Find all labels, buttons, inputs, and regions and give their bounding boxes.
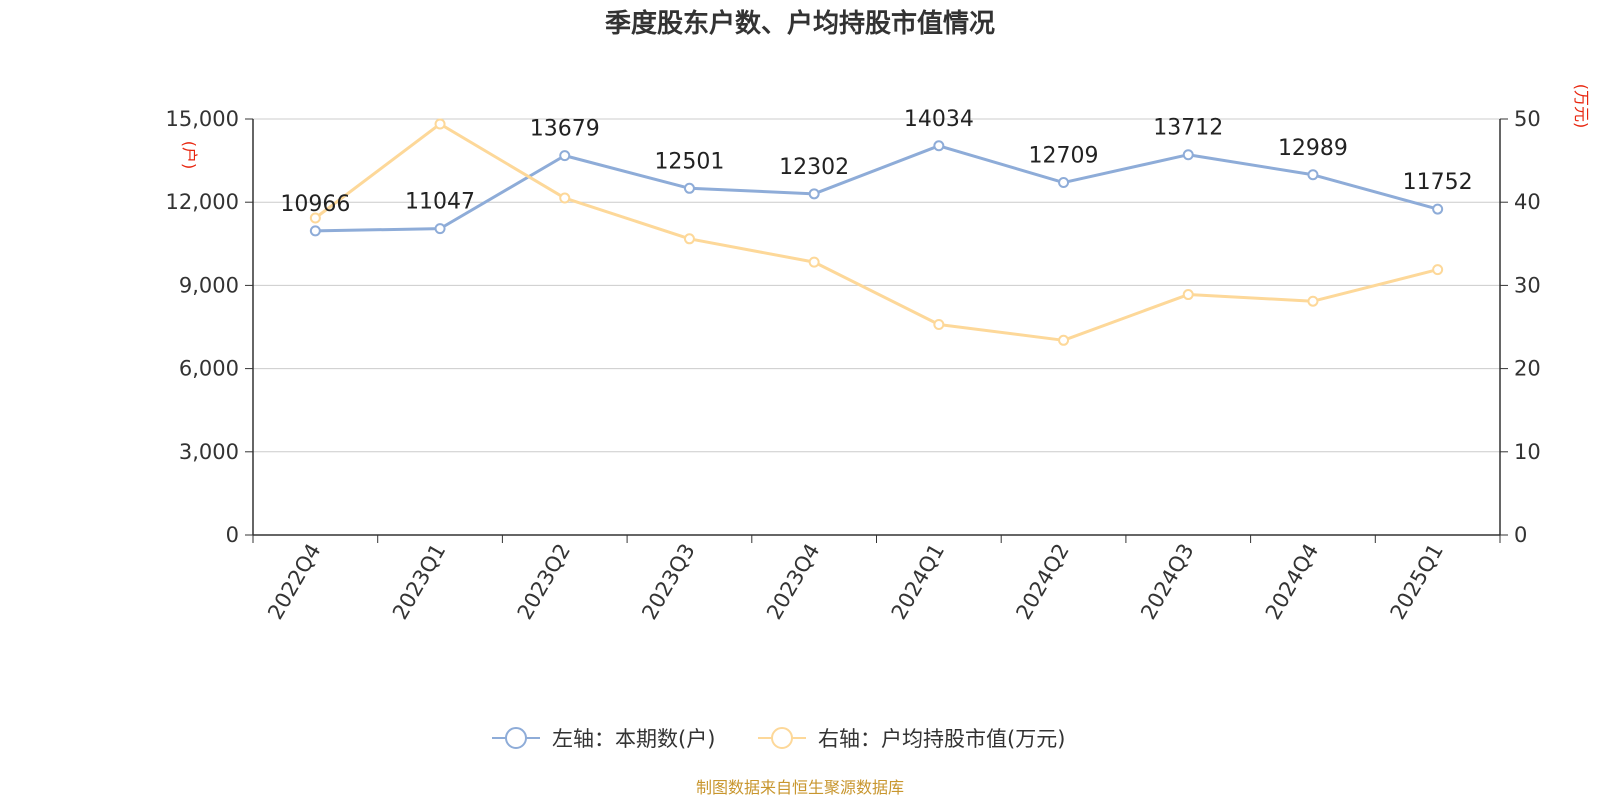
data-point-left [1432, 203, 1444, 215]
data-point-right [309, 212, 321, 224]
data-label-left: 12709 [1029, 144, 1099, 169]
legend-marker-left-series [505, 727, 527, 749]
data-point-right [1182, 289, 1194, 301]
source-note: 制图数据来自恒生聚源数据库 [696, 778, 904, 797]
right-axis-tick-label: 30 [1514, 273, 1541, 297]
data-point-left [434, 223, 446, 235]
left-axis-tick-label: 0 [226, 523, 239, 547]
legend-marker-right-series [771, 727, 793, 749]
x-axis-tick-label: 2024Q4 [1261, 540, 1323, 624]
x-axis-tick-label: 2023Q3 [637, 540, 699, 624]
data-point-left [1058, 177, 1070, 189]
data-label-left: 12989 [1278, 136, 1348, 161]
x-axis-tick-label: 2025Q1 [1386, 540, 1448, 624]
legend[interactable]: 左轴：本期数(户) 右轴：户均持股市值(万元) [492, 727, 1065, 751]
data-label-left: 13712 [1153, 116, 1223, 141]
data-point-right [434, 118, 446, 130]
data-point-left [808, 188, 820, 200]
data-label-left: 11047 [405, 190, 475, 215]
right-axis-tick-label: 50 [1514, 107, 1541, 131]
data-label-left: 14034 [904, 107, 974, 132]
left-axis-tick-label: 15,000 [166, 107, 239, 131]
legend-label-left-series[interactable]: 左轴：本期数(户) [552, 727, 715, 751]
left-axis-tick-label: 3,000 [179, 440, 239, 464]
data-point-right [1432, 264, 1444, 276]
right-axis-tick-label: 0 [1514, 523, 1527, 547]
series-line-left [315, 144, 1439, 233]
x-axis-tick-label: 2024Q2 [1011, 540, 1073, 624]
left-axis-tick-label: 6,000 [179, 357, 239, 381]
data-point-right [808, 256, 820, 268]
data-label-left: 11752 [1403, 170, 1473, 195]
data-label-left: 12302 [779, 155, 849, 180]
data-point-left [559, 150, 571, 162]
data-point-left [1182, 149, 1194, 161]
data-point-right [933, 319, 945, 331]
x-axis-tick-label: 2023Q1 [388, 540, 450, 624]
data-point-left [683, 182, 695, 194]
x-axis-tick-label: 2023Q4 [762, 540, 824, 624]
left-axis-tick-label: 12,000 [166, 190, 239, 214]
x-axis-tick-label: 2022Q4 [263, 540, 325, 624]
left-axis-unit: (户) [180, 141, 199, 170]
series-line-right [314, 122, 1439, 342]
x-axis-tick-label: 2024Q3 [1136, 540, 1198, 624]
x-axis-tick-label: 2024Q1 [887, 540, 949, 624]
legend-label-right-series[interactable]: 右轴：户均持股市值(万元) [818, 727, 1065, 751]
right-axis-tick-label: 40 [1514, 190, 1541, 214]
axes: 0 3,000 6,000 9,000 12,000 15,000 0 10 20 30 40 50 2… [166, 107, 1541, 624]
data-label-left: 13679 [530, 117, 600, 142]
data-point-right [559, 192, 571, 204]
data-point-right [1307, 295, 1319, 307]
data-label-left: 12501 [654, 149, 724, 174]
left-axis-tick-label: 9,000 [179, 273, 239, 297]
data-point-left [1307, 169, 1319, 181]
data-point-right [683, 233, 695, 245]
grid-lines [253, 118, 1500, 453]
data-point-right [1058, 334, 1070, 346]
x-axis-tick-label: 2023Q2 [513, 540, 575, 624]
right-axis-tick-label: 10 [1514, 440, 1541, 464]
right-axis-tick-label: 20 [1514, 357, 1541, 381]
right-axis-unit: (万元) [1572, 84, 1591, 129]
chart-title: 季度股东户数、户均持股市值情况 [605, 8, 995, 39]
data-point-left [309, 225, 321, 237]
data-point-left [933, 140, 945, 152]
